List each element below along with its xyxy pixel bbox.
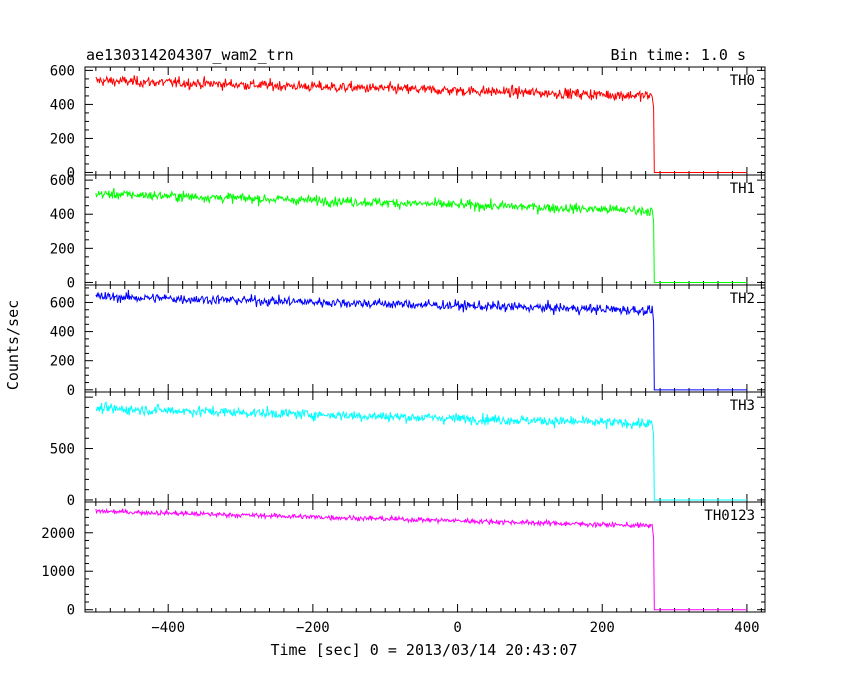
y-tick-label: 0 xyxy=(67,275,75,291)
y-tick-label: 200 xyxy=(50,241,75,257)
x-tick-label: −400 xyxy=(151,620,185,636)
panel-label: TH0 xyxy=(730,73,755,89)
panel-frame xyxy=(84,391,766,503)
bin-time-label: Bin time: 1.0 s xyxy=(611,46,746,64)
panel-frame xyxy=(84,501,766,613)
y-tick-label: 600 xyxy=(50,173,75,189)
x-tick-label: 200 xyxy=(590,620,615,636)
series-line-th1 xyxy=(95,187,747,283)
series-line-th3 xyxy=(95,400,747,501)
y-tick-label: 400 xyxy=(50,325,75,341)
y-tick-label: 0 xyxy=(67,603,75,619)
y-tick-label: 400 xyxy=(50,207,75,223)
panel-label: TH3 xyxy=(730,398,755,414)
panel-th0123: 0 1000 2000 TH0123 xyxy=(41,501,766,619)
series-line-th0 xyxy=(95,75,747,173)
y-tick-label: 200 xyxy=(50,131,75,147)
y-tick-label: 400 xyxy=(50,97,75,113)
panel-th0: 0 200 400 600 TH0 xyxy=(50,63,766,181)
panel-th2: 0 200 400 600 TH2 xyxy=(50,284,766,399)
x-tick-label: 0 xyxy=(453,620,461,636)
x-tick-label: 400 xyxy=(734,620,759,636)
y-tick-label: 200 xyxy=(50,354,75,370)
x-axis-label: Time [sec] 0 = 2013/03/14 20:43:07 xyxy=(270,641,577,659)
y-tick-label: 500 xyxy=(50,442,75,458)
x-tick-label: −200 xyxy=(296,620,330,636)
series-line-th2 xyxy=(95,289,747,391)
panel-th3: 0 500 TH3 xyxy=(50,391,766,509)
y-tick-label: 1000 xyxy=(41,564,75,580)
chart-title: ae130314204307_wam2_trn xyxy=(86,46,294,64)
panel-frame xyxy=(84,174,766,286)
series-line-th0123 xyxy=(95,507,747,611)
y-tick-label: 0 xyxy=(67,493,75,509)
y-tick-label: 0 xyxy=(67,383,75,399)
y-tick-label: 2000 xyxy=(41,526,75,542)
panel-th1: 0 200 400 600 TH1 xyxy=(50,173,766,291)
panel-label: TH1 xyxy=(730,181,755,197)
panel-label: TH0123 xyxy=(704,508,755,524)
panel-label: TH2 xyxy=(730,291,755,307)
y-axis-label: Counts/sec xyxy=(4,300,22,390)
y-tick-label: 0 xyxy=(67,165,75,181)
y-tick-label: 600 xyxy=(50,63,75,79)
y-tick-label: 600 xyxy=(50,295,75,311)
